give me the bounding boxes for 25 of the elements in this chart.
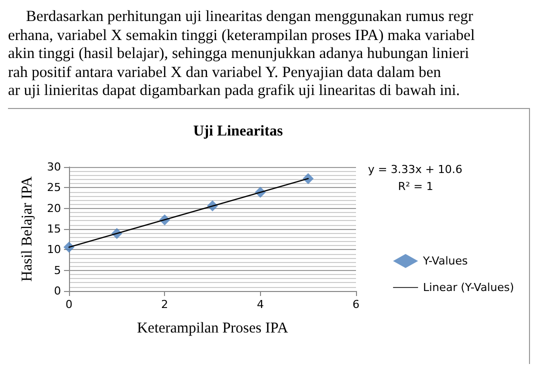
point: [302, 173, 314, 184]
x-tick-label: 2: [161, 298, 168, 311]
y-tick-label: 25: [47, 181, 61, 194]
text: R² = 1: [398, 180, 434, 193]
chart-title: Uji Linearitas: [193, 124, 283, 140]
x-tick-label: 4: [256, 298, 264, 311]
text: akin tinggi (hasil belajar), sehingga menunjukkan adanya hubungan linieri: [8, 45, 470, 64]
y-tick-label: 15: [47, 222, 61, 236]
text: y = 3.33x + 10.6: [368, 163, 462, 176]
y-tick-label: 5: [54, 264, 61, 277]
point: [64, 242, 74, 253]
y-axis-title: Hasil Belajar IPA: [20, 176, 36, 282]
x-tick-label: 6: [352, 298, 360, 311]
text: Berdasarkan perhitungan uji linearitas dengan menggunakan rumus regr: [25, 8, 474, 26]
text: ar uji linieritas dapat digambarkan pada grafik uji linearitas di bawah ini.: [8, 82, 461, 100]
legend-label: Linear (Y-Values): [423, 281, 514, 294]
y-tick-label: 10: [47, 243, 61, 256]
x-axis-title: Keterampilan Proses IPA: [136, 320, 288, 336]
y-tick-label: 0: [54, 284, 61, 298]
y-tick-label: 30: [47, 160, 61, 174]
text: erhana, variabel X semakin tinggi (keterampilan proses IPA) maka variabel: [8, 26, 476, 45]
x-tick-label: 0: [66, 298, 72, 311]
text: rah positif antara variabel X dan variabel Y. Penyajian data dalam ben: [8, 64, 442, 82]
y-tick-label: 20: [47, 202, 61, 215]
legend-label: Y-Values: [422, 254, 468, 268]
